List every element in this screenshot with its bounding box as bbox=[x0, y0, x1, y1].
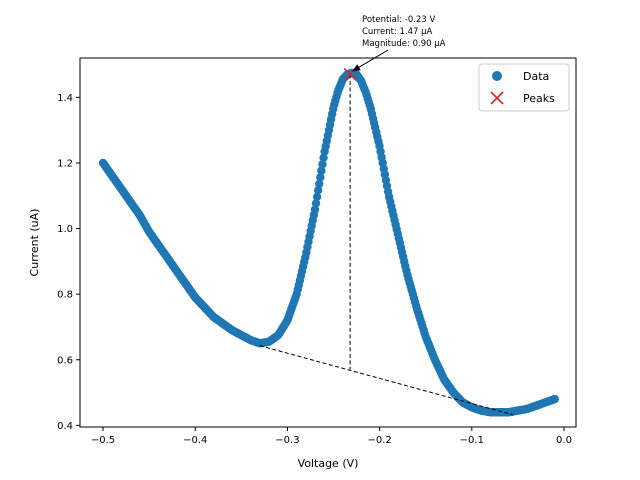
annotation-potential: Potential: -0.23 V bbox=[362, 15, 435, 25]
y-tick-label: 0.6 bbox=[57, 355, 73, 366]
x-tick-label: −0.2 bbox=[367, 435, 391, 446]
y-axis: 0.4 0.6 0.8 1.0 1.2 1.4 bbox=[57, 93, 80, 432]
x-tick-label: −0.3 bbox=[275, 435, 299, 446]
x-tick-label: −0.1 bbox=[460, 435, 484, 446]
annotation-arrow-shaft bbox=[357, 49, 389, 69]
data-point bbox=[313, 186, 323, 195]
overlay-layer bbox=[259, 49, 514, 416]
legend: Data Peaks bbox=[478, 63, 570, 112]
data-point bbox=[317, 166, 326, 175]
data-point bbox=[311, 199, 321, 208]
data-point bbox=[316, 173, 325, 182]
legend-marker-peaks bbox=[490, 91, 504, 105]
annotation-arrow-head bbox=[352, 64, 361, 72]
x-tick-label: 0.0 bbox=[556, 435, 572, 446]
y-tick-label: 0.4 bbox=[57, 421, 73, 432]
data-point bbox=[550, 394, 559, 404]
x-axis-label: Voltage (V) bbox=[298, 457, 359, 470]
data-point bbox=[318, 160, 327, 169]
baseline-line bbox=[259, 345, 514, 416]
x-tick-label: −0.5 bbox=[91, 435, 115, 446]
y-tick-label: 1.0 bbox=[57, 224, 73, 235]
plot-frame bbox=[79, 57, 577, 428]
x-tick-label: −0.4 bbox=[183, 435, 207, 446]
y-axis-label: Current (uA) bbox=[28, 209, 41, 277]
y-tick-label: 0.8 bbox=[57, 290, 73, 301]
legend-label-peaks: Peaks bbox=[523, 92, 555, 105]
annotation-current: Current: 1.47 µA bbox=[362, 27, 433, 37]
annotation-magnitude: Magnitude: 0.90 µA bbox=[362, 39, 446, 49]
data-point bbox=[315, 179, 324, 188]
data-layer bbox=[98, 68, 559, 417]
y-tick-label: 1.4 bbox=[57, 93, 73, 104]
legend-label-data: Data bbox=[523, 70, 549, 83]
data-point bbox=[319, 153, 328, 162]
data-point bbox=[312, 192, 322, 201]
x-axis: −0.5 −0.4 −0.3 −0.2 −0.1 0.0 bbox=[91, 427, 572, 446]
peak-annotation: Potential: -0.23 V Current: 1.47 µA Magn… bbox=[362, 15, 446, 49]
data-point bbox=[310, 205, 320, 214]
legend-marker-data bbox=[492, 71, 502, 81]
y-tick-label: 1.2 bbox=[57, 158, 73, 169]
